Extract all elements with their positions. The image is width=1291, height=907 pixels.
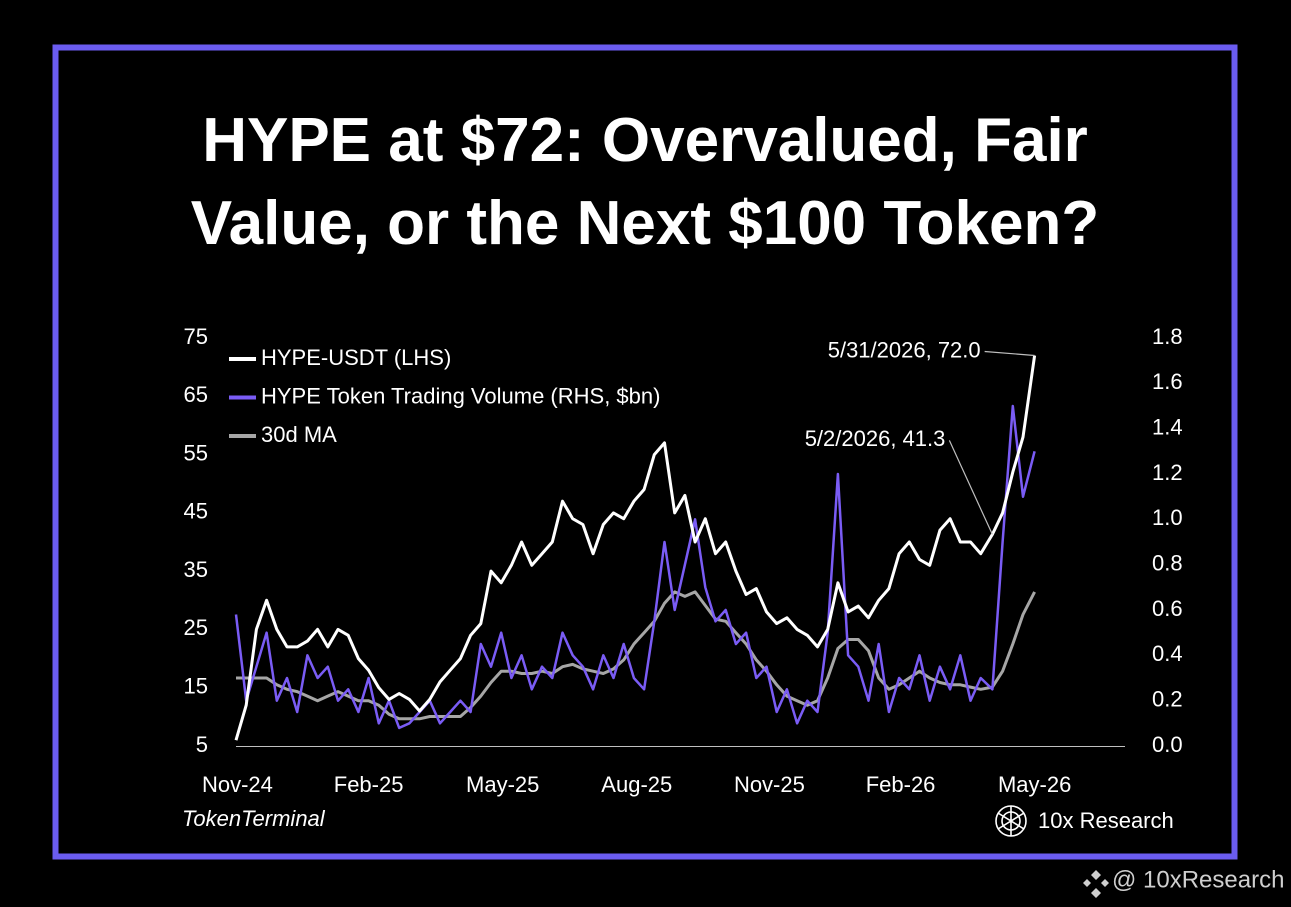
y-tick-label: 75	[184, 324, 208, 349]
y2-tick-label: 0.6	[1152, 596, 1183, 621]
y2-tick-label: 0.2	[1152, 686, 1183, 711]
y-tick-label: 45	[184, 499, 208, 524]
legend-label: HYPE Token Trading Volume (RHS, $bn)	[261, 383, 660, 408]
y2-tick-label: 1.6	[1152, 369, 1183, 394]
annotation-leader	[948, 440, 993, 535]
y2-tick-label: 0.4	[1152, 641, 1183, 666]
x-tick-label: May-25	[466, 772, 539, 797]
y-tick-label: 35	[184, 557, 208, 582]
legend-label: 30d MA	[261, 422, 337, 447]
annotation-leader	[984, 350, 1035, 357]
x-tick-label: Feb-26	[866, 772, 936, 797]
x-tick-label: Nov-25	[734, 772, 805, 797]
annotation: 5/31/2026, 72.0	[828, 337, 981, 362]
y2-tick-label: 1.4	[1152, 414, 1183, 439]
brand-logo	[995, 805, 1027, 837]
y-tick-label: 55	[184, 440, 208, 465]
frame	[52, 44, 1238, 860]
series-line	[236, 590, 1036, 721]
y-tick-label: 25	[184, 615, 208, 640]
y-tick-label: 65	[184, 382, 208, 407]
y-tick-label: 15	[184, 674, 208, 699]
series-line	[234, 404, 1036, 730]
footer-logo	[1083, 870, 1109, 898]
x-tick-label: May-26	[998, 772, 1071, 797]
legend-label: HYPE-USDT (LHS)	[261, 345, 451, 370]
source: TokenTerminal	[182, 806, 326, 831]
chart-title: HYPE at $72: Overvalued, Fair Value, or t…	[191, 106, 1100, 258]
y2-tick-label: 1.2	[1152, 460, 1183, 485]
x-tick-label: Aug-25	[601, 772, 672, 797]
x-tick-label: Feb-25	[334, 772, 404, 797]
title-group: HYPE at $72: Overvalued, Fair Value, or t…	[191, 106, 1100, 258]
y2-tick-label: 1.0	[1152, 505, 1183, 530]
y2-tick-label: 0.0	[1152, 732, 1183, 757]
annotation: 5/2/2026, 41.3	[805, 426, 946, 451]
brand: 10x Research	[1038, 808, 1174, 833]
series-line	[234, 355, 1037, 741]
y-tick-label: 5	[196, 732, 208, 757]
x-tick-label: Nov-24	[202, 772, 273, 797]
y2-tick-label: 1.8	[1152, 324, 1183, 349]
y2-tick-label: 0.8	[1152, 550, 1183, 575]
footer: @ 10xResearch	[1112, 866, 1284, 893]
